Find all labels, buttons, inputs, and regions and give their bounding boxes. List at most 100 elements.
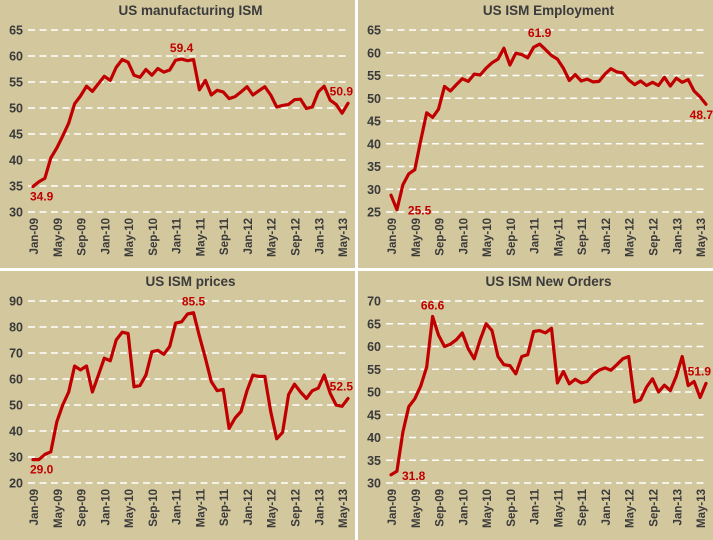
x-tick-label: May-13: [696, 218, 708, 257]
y-tick-label: 65: [367, 24, 381, 38]
x-tick-label: Jan-09: [29, 218, 41, 254]
y-tick-label: 30: [367, 477, 381, 491]
x-tick-label: May-13: [696, 489, 708, 528]
x-tick-label: May-12: [267, 218, 279, 257]
y-tick-label: 65: [9, 24, 23, 38]
x-tick-label: Jan-11: [530, 217, 542, 253]
x-tick-label: May-10: [482, 218, 494, 257]
x-tick-label: May-09: [411, 218, 423, 257]
x-tick-label: Jan-12: [601, 489, 613, 525]
y-tick-label: 40: [9, 425, 23, 439]
value-annotation: 59.4: [170, 41, 194, 55]
value-annotation: 51.9: [688, 364, 712, 378]
y-tick-label: 65: [367, 317, 381, 331]
y-tick-label: 50: [9, 102, 23, 116]
y-tick-label: 35: [367, 454, 381, 468]
chart-title: US ISM prices: [145, 274, 236, 289]
y-tick-label: 25: [367, 206, 381, 220]
y-tick-label: 60: [367, 340, 381, 354]
value-annotation: 50.9: [330, 84, 354, 98]
x-tick-label: May-12: [625, 218, 637, 257]
x-tick-label: May-11: [553, 488, 565, 527]
x-tick-label: May-13: [338, 218, 350, 257]
x-tick-label: Jan-11: [530, 488, 542, 524]
x-tick-label: Sep-11: [219, 217, 231, 255]
y-tick-label: 30: [367, 183, 381, 197]
y-tick-label: 35: [9, 180, 23, 194]
x-tick-label: Sep-09: [435, 489, 447, 527]
x-tick-label: May-12: [267, 489, 279, 528]
value-annotation: 66.6: [421, 299, 445, 313]
chart-us-manufacturing-ism: US manufacturing ISM 65 60 55 50 45 40 35 30 Jan…: [0, 0, 355, 268]
series-line: [31, 57, 350, 189]
x-tick-label: Jan-09: [387, 218, 399, 254]
y-tick-label: 55: [367, 69, 381, 83]
x-tick-label: May-11: [195, 488, 207, 527]
x-tick-label: May-11: [553, 217, 565, 256]
y-tick-label: 60: [367, 46, 381, 60]
y-tick-label: 45: [367, 115, 381, 129]
x-tick-label: Jan-12: [243, 218, 255, 254]
value-annotation: 52.5: [330, 380, 354, 394]
chart-plot: 65 60 55 50 45 40 35 30 Jan-09 May-09 Sep-09 Jan-10…: [9, 24, 354, 258]
x-tick-label: Jan-11: [172, 488, 184, 524]
chart-title: US manufacturing ISM: [118, 3, 263, 18]
y-tick-label: 50: [367, 92, 381, 106]
x-tick-label: Sep-12: [291, 489, 303, 527]
y-tick-label: 60: [9, 50, 23, 64]
chart-plot: 70 65 60 55 50 45 40 35 30 Jan-09 May-09 Sep-09 Jan-…: [367, 295, 712, 529]
value-annotation: 34.9: [30, 190, 54, 204]
x-tick-label: May-10: [124, 218, 136, 257]
y-tick-label: 40: [367, 137, 381, 151]
x-tick-label: Sep-11: [577, 488, 589, 526]
y-tick-label: 80: [9, 321, 23, 335]
x-tick-label: Sep-10: [506, 489, 518, 527]
x-tick-label: Sep-12: [291, 218, 303, 256]
y-tick-label: 90: [9, 295, 23, 309]
chart-title: US ISM New Orders: [485, 274, 612, 289]
chart-title: US ISM Employment: [482, 3, 615, 18]
x-tick-label: May-09: [53, 489, 65, 528]
x-tick-label: Sep-09: [435, 218, 447, 256]
y-tick-label: 55: [367, 363, 381, 377]
x-tick-label: Jan-10: [458, 218, 470, 254]
y-tick-label: 40: [367, 431, 381, 445]
value-annotation: 29.0: [30, 463, 54, 477]
x-tick-label: Jan-13: [672, 218, 684, 254]
x-tick-label: Sep-12: [649, 218, 661, 256]
x-tick-label: Jan-13: [314, 218, 326, 254]
chart-us-ism-employment: US ISM Employment 65 60 55 50 45 40 35 30 25 Jan-…: [358, 0, 713, 268]
chart-plot: 90 80 70 60 50 40 30 20 Jan-09 May-09 Sep-09 Jan-10…: [9, 295, 354, 529]
chart-us-ism-prices: US ISM prices 90 80 70 60 50 40 30 20 Jan-09 May-…: [0, 271, 355, 540]
y-tick-label: 45: [9, 128, 23, 142]
value-annotation: 31.8: [402, 469, 426, 483]
x-tick-label: Jan-11: [172, 217, 184, 253]
value-annotation: 85.5: [182, 295, 206, 309]
x-tick-label: May-11: [195, 217, 207, 256]
x-tick-label: Jan-10: [458, 489, 470, 525]
x-tick-label: May-10: [124, 489, 136, 528]
series-line: [389, 42, 708, 212]
y-tick-label: 40: [9, 154, 23, 168]
x-tick-label: Jan-10: [100, 489, 112, 525]
x-tick-label: May-09: [53, 218, 65, 257]
value-annotation: 48.7: [690, 108, 713, 122]
value-annotation: 25.5: [408, 204, 432, 218]
x-tick-label: May-13: [338, 489, 350, 528]
x-tick-label: Sep-10: [148, 489, 160, 527]
x-tick-label: Sep-09: [77, 489, 89, 527]
y-tick-label: 30: [9, 451, 23, 465]
x-tick-label: Sep-10: [148, 218, 160, 256]
x-tick-label: Jan-10: [100, 218, 112, 254]
x-tick-label: Jan-12: [243, 489, 255, 525]
x-tick-label: Jan-09: [29, 489, 41, 525]
x-tick-label: Jan-13: [672, 489, 684, 525]
y-tick-label: 50: [367, 386, 381, 400]
x-tick-label: Sep-09: [77, 218, 89, 256]
x-tick-label: Jan-13: [314, 489, 326, 525]
y-tick-label: 35: [367, 160, 381, 174]
y-tick-label: 50: [9, 399, 23, 413]
x-tick-label: May-12: [625, 489, 637, 528]
x-tick-label: Jan-12: [601, 218, 613, 254]
